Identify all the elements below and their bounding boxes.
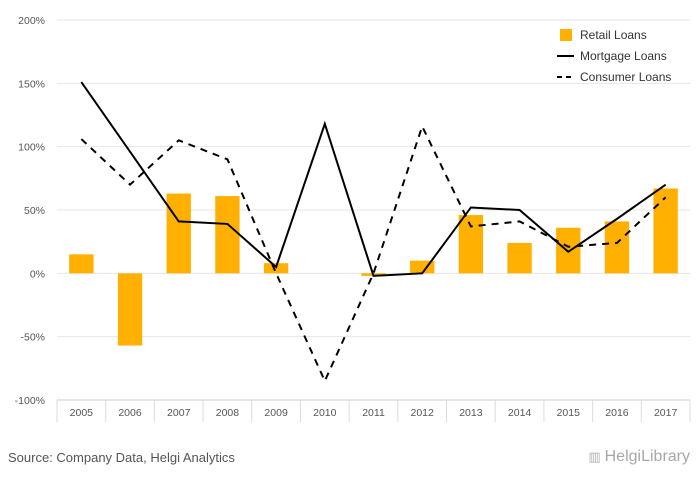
bar-retail-loans <box>604 221 630 274</box>
library-icon: ▥ <box>588 449 601 464</box>
bar-retail-loans <box>215 196 240 274</box>
x-tick-label: 2016 <box>605 407 629 419</box>
y-tick-label: 50% <box>24 205 45 217</box>
legend-label: Consumer Loans <box>580 70 671 84</box>
line-mortgage-loans <box>80 81 667 277</box>
bar-retail-loans <box>69 254 94 274</box>
y-tick-label: 100% <box>18 142 45 154</box>
y-tick-label: 200% <box>18 15 45 27</box>
x-tick-label: 2005 <box>70 407 94 419</box>
line-consumer-loans <box>80 123 667 384</box>
x-tick-label: 2013 <box>459 407 483 419</box>
x-tick-label: 2007 <box>167 407 191 419</box>
x-tick-label: 2008 <box>216 407 240 419</box>
x-tick-label: 2010 <box>313 407 337 419</box>
x-tick-label: 2017 <box>654 407 678 419</box>
x-tick-label: 2011 <box>362 407 385 419</box>
y-tick-label: 150% <box>18 78 45 90</box>
logo-text: HelgiLibrary <box>604 448 690 465</box>
helgi-library-logo: ▥ HelgiLibrary <box>588 448 690 466</box>
y-tick-label: -100% <box>15 395 45 407</box>
bar-retail-loans <box>166 193 191 274</box>
source-note: Source: Company Data, Helgi Analytics <box>8 450 235 465</box>
bar-retail-loans <box>117 273 143 346</box>
y-tick-label: 0% <box>30 268 45 280</box>
bar-retail-loans <box>458 215 484 274</box>
x-tick-label: 2014 <box>508 407 532 419</box>
x-tick-label: 2012 <box>411 407 435 419</box>
x-tick-label: 2009 <box>264 407 288 419</box>
legend-swatch-retail-loans <box>560 29 572 41</box>
bar-retail-loans <box>653 188 678 274</box>
bar-retail-loans <box>507 242 532 274</box>
legend-label: Mortgage Loans <box>580 49 667 63</box>
x-tick-label: 2006 <box>118 407 142 419</box>
x-tick-label: 2015 <box>557 407 581 419</box>
legend-label: Retail Loans <box>580 28 647 42</box>
y-tick-label: -50% <box>20 332 45 344</box>
